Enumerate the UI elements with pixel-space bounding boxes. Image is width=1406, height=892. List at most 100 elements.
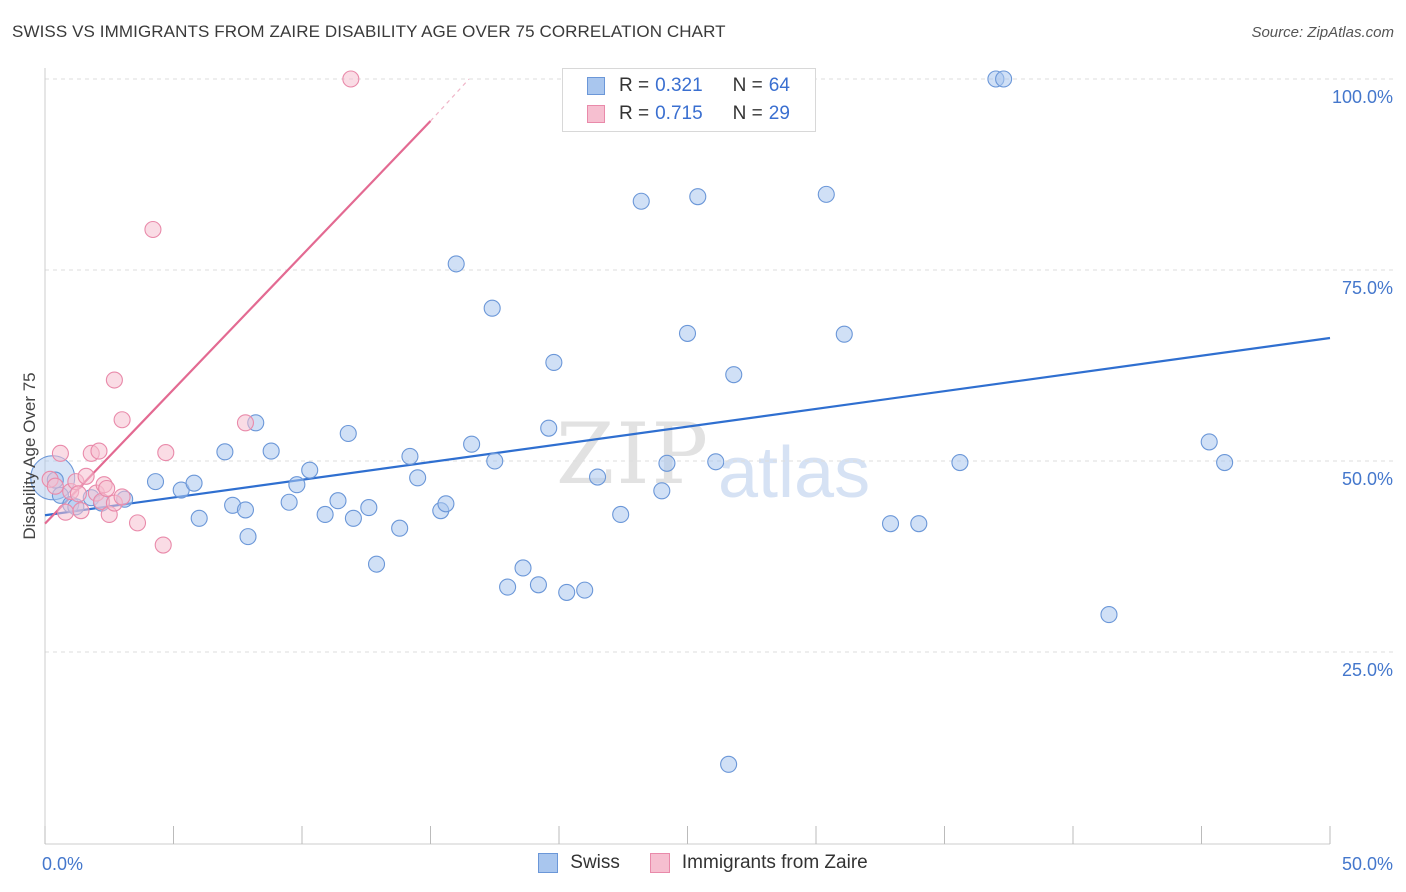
swiss-point <box>367 555 386 573</box>
zaire-legend-swatch <box>649 853 670 873</box>
swiss-point <box>463 435 481 453</box>
swiss-point <box>514 559 532 577</box>
swiss-point <box>951 453 969 472</box>
swiss-point <box>344 509 362 527</box>
correlation-legend: R = 0.321 N = 64 R = 0.715 N = 29 <box>562 68 816 132</box>
swiss-point <box>391 519 409 537</box>
swiss-point <box>190 509 208 527</box>
swiss-point <box>1200 433 1218 451</box>
swiss-n-value: 64 <box>768 75 790 96</box>
swiss-point <box>910 515 928 533</box>
zaire-trendline <box>44 120 432 525</box>
swiss-point <box>409 469 427 487</box>
zaire-point <box>157 444 175 462</box>
swiss-legend-swatch <box>538 853 559 873</box>
series-legend: Swiss Immigrants from Zaire <box>0 852 1406 874</box>
swiss-point <box>817 185 835 203</box>
zaire-point <box>113 411 131 429</box>
swiss-point <box>835 325 853 343</box>
zaire-trendline-extension <box>430 78 470 122</box>
trendlines <box>44 78 1331 525</box>
swiss-point <box>499 578 517 596</box>
swiss-point <box>689 188 707 206</box>
chart-title: SWISS VS IMMIGRANTS FROM ZAIRE DISABILIT… <box>12 22 726 41</box>
zaire-point <box>154 536 172 554</box>
source-label: Source: ZipAtlas.com <box>1251 24 1394 41</box>
zaire-n-label: N = <box>732 103 763 124</box>
zaire-point <box>46 477 64 495</box>
swiss-point <box>185 474 203 492</box>
watermark-atlas: atlas <box>718 433 871 513</box>
zaire-point <box>72 502 90 520</box>
swiss-point <box>239 528 257 546</box>
swiss-point <box>288 476 306 494</box>
tick-labels: 25.0% 50.0% 75.0% 100.0% 0.0% 50.0% Disability… <box>20 87 1393 874</box>
zaire-r-label: R = <box>619 103 650 124</box>
swiss-point <box>437 495 455 513</box>
swiss-point <box>558 583 576 601</box>
zaire-point <box>77 467 95 485</box>
y-tick-label: 50.0% <box>1342 469 1393 489</box>
zaire-point <box>128 514 147 532</box>
swiss-point <box>545 353 563 371</box>
x-tick-label-min: 0.0% <box>42 854 83 874</box>
zaire-point <box>90 442 108 460</box>
swiss-point <box>146 473 165 491</box>
swiss-point <box>1100 606 1118 624</box>
swiss-point <box>588 468 607 486</box>
swiss-point <box>632 192 650 210</box>
swiss-point <box>329 492 347 510</box>
swiss-point <box>707 453 725 471</box>
x-tick-label-max: 50.0% <box>1342 854 1393 874</box>
swiss-point <box>576 581 594 599</box>
zaire-point <box>236 414 255 432</box>
y-axis-label: Disability Age Over 75 <box>20 372 39 539</box>
zaire-n-value: 29 <box>768 103 790 124</box>
swiss-point <box>486 452 504 470</box>
zaire-point <box>57 503 75 521</box>
swiss-point <box>483 299 501 317</box>
axes <box>44 68 1331 845</box>
zaire-point <box>69 485 87 503</box>
swiss-point <box>216 443 234 461</box>
zaire-swatch <box>587 105 605 123</box>
swiss-point <box>529 576 547 594</box>
swiss-point <box>401 447 419 465</box>
swiss-r-label: R = <box>619 75 650 96</box>
zaire-r-value: 0.715 <box>655 103 703 124</box>
legend-item-swiss[interactable]: Swiss <box>538 852 620 874</box>
swiss-r-value: 0.321 <box>655 75 703 96</box>
swiss-swatch <box>587 77 605 95</box>
swiss-n-label: N = <box>732 75 763 96</box>
legend-row-swiss: R = 0.321 N = 64 <box>587 73 790 99</box>
swiss-point <box>1216 453 1234 472</box>
swiss-point <box>280 493 298 511</box>
legend-row-zaire: R = 0.715 N = 29 <box>587 101 790 127</box>
swiss-point <box>316 505 334 524</box>
swiss-point <box>653 482 671 500</box>
zaire-point <box>105 371 123 389</box>
grid-lines <box>45 78 1395 653</box>
swiss-point <box>720 755 738 773</box>
swiss-point <box>360 499 378 517</box>
zaire-point <box>144 220 162 239</box>
swiss-point <box>447 255 465 273</box>
swiss-point <box>236 501 255 519</box>
swiss-point <box>995 70 1013 88</box>
data-points <box>30 70 1234 773</box>
zaire-point <box>342 70 360 88</box>
zaire-point <box>98 479 116 498</box>
swiss-point <box>339 424 357 443</box>
swiss-point <box>678 324 697 342</box>
swiss-point <box>540 419 558 437</box>
swiss-point <box>301 461 319 479</box>
y-tick-label: 75.0% <box>1342 278 1393 298</box>
swiss-point <box>262 442 280 460</box>
watermark-zip: ZIP <box>556 405 711 503</box>
swiss-point <box>658 454 676 472</box>
legend-item-zaire[interactable]: Immigrants from Zaire <box>649 852 868 874</box>
zaire-point <box>113 488 131 506</box>
zaire-point <box>51 444 69 462</box>
swiss-legend-label: Swiss <box>570 852 620 873</box>
swiss-trendline <box>44 336 1331 517</box>
